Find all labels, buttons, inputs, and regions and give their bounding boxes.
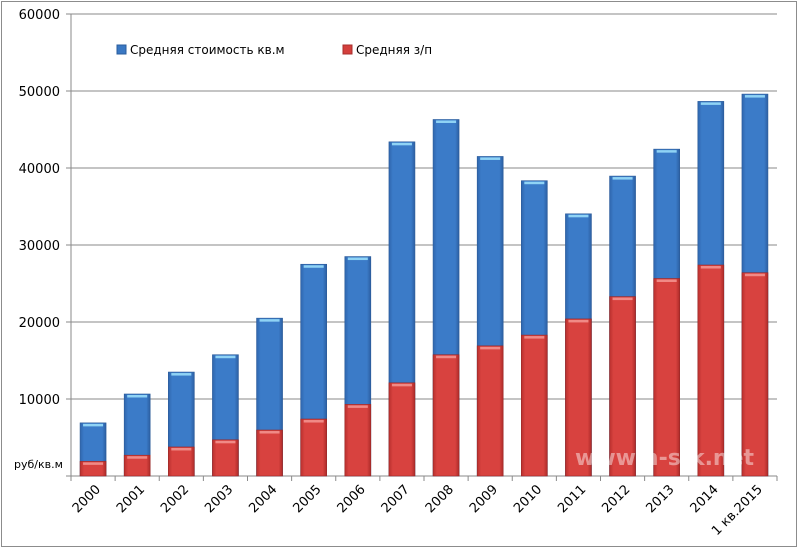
bar-salary	[212, 439, 239, 477]
bar-salary	[123, 454, 151, 477]
bar-cap	[259, 431, 280, 434]
bar-cap	[744, 95, 765, 98]
bar-cap	[480, 346, 501, 350]
y-tick-label: 50000	[19, 85, 60, 100]
x-tick-label: 2014	[688, 482, 722, 516]
y-unit-label: руб/кв.м	[14, 458, 63, 471]
bar-salary	[653, 278, 680, 477]
y-tick-label: 10000	[19, 393, 60, 408]
bar-cap	[436, 355, 457, 359]
bar-cap	[524, 181, 545, 185]
bar-cap	[391, 142, 412, 146]
bar-salary	[697, 264, 725, 477]
x-tick-label: 2001	[114, 482, 148, 516]
x-tick-label: 2000	[70, 482, 104, 516]
bar-cap	[347, 257, 368, 261]
bar-cap	[524, 336, 545, 339]
bar-cap	[127, 394, 148, 398]
x-tick-label: 2010	[511, 482, 545, 516]
legend-label-salary: Средняя з/п	[356, 43, 432, 57]
bar-cap	[656, 279, 677, 282]
bar-cap	[612, 177, 633, 180]
x-tick-label: 2013	[644, 482, 678, 516]
bar-salary	[168, 446, 195, 477]
x-tick-label: 2003	[202, 482, 236, 516]
x-tick-label: 2002	[158, 482, 192, 516]
bar-salary	[300, 418, 327, 477]
bar-cap	[171, 373, 192, 376]
x-tick-label: 2005	[291, 482, 325, 516]
legend: Средняя стоимость кв.м Средняя з/п	[116, 43, 432, 57]
bar-cap	[83, 423, 104, 427]
bar-cap	[303, 265, 324, 268]
y-tick-label: 60000	[19, 8, 60, 23]
y-tick-label: 20000	[19, 316, 60, 331]
x-tick-label: 2008	[423, 482, 457, 516]
y-tick-label: 40000	[19, 162, 60, 177]
legend-marker-salary	[342, 44, 353, 55]
bar-cap	[303, 420, 324, 423]
bar-cap	[347, 405, 368, 408]
bar-cap	[391, 383, 412, 387]
bar-salary	[256, 429, 283, 477]
bar-salary	[476, 345, 504, 477]
bar-salary	[741, 272, 769, 477]
bars	[79, 93, 769, 477]
x-tick-label: 2011	[555, 482, 589, 516]
x-tick-label: 2009	[467, 482, 501, 516]
bar-cap	[171, 447, 192, 451]
legend-marker-price	[116, 44, 127, 55]
bar-salary	[79, 461, 107, 477]
bar-cap	[700, 266, 721, 269]
bar-cap	[215, 440, 236, 444]
bar-salary	[521, 334, 548, 477]
legend-label-price: Средняя стоимость кв.м	[130, 43, 285, 57]
watermark: www.n-s-k.net	[575, 446, 755, 471]
bar-cap	[612, 297, 633, 301]
bar-cap	[436, 120, 457, 123]
x-tick-label: 2012	[599, 482, 633, 516]
bar-cap	[215, 355, 236, 359]
bar-cap	[480, 157, 501, 160]
bar-cap	[700, 102, 721, 105]
bar-salary	[432, 354, 460, 477]
bar-cap	[83, 462, 104, 465]
bar-cap	[127, 456, 148, 459]
bar-cap	[259, 319, 280, 322]
bar-cap	[568, 319, 589, 323]
bar-salary	[344, 404, 372, 477]
bar-salary	[609, 296, 636, 477]
bar-cap	[744, 273, 765, 277]
y-tick-label: 30000	[19, 239, 60, 254]
bar-cap	[656, 150, 677, 153]
bar-salary	[565, 318, 592, 477]
x-tick-label: 2006	[335, 482, 369, 516]
x-tick-label: 2004	[246, 482, 280, 516]
bar-cap	[568, 214, 589, 218]
x-tick-label: 2007	[379, 482, 413, 516]
bar-salary	[388, 382, 416, 477]
